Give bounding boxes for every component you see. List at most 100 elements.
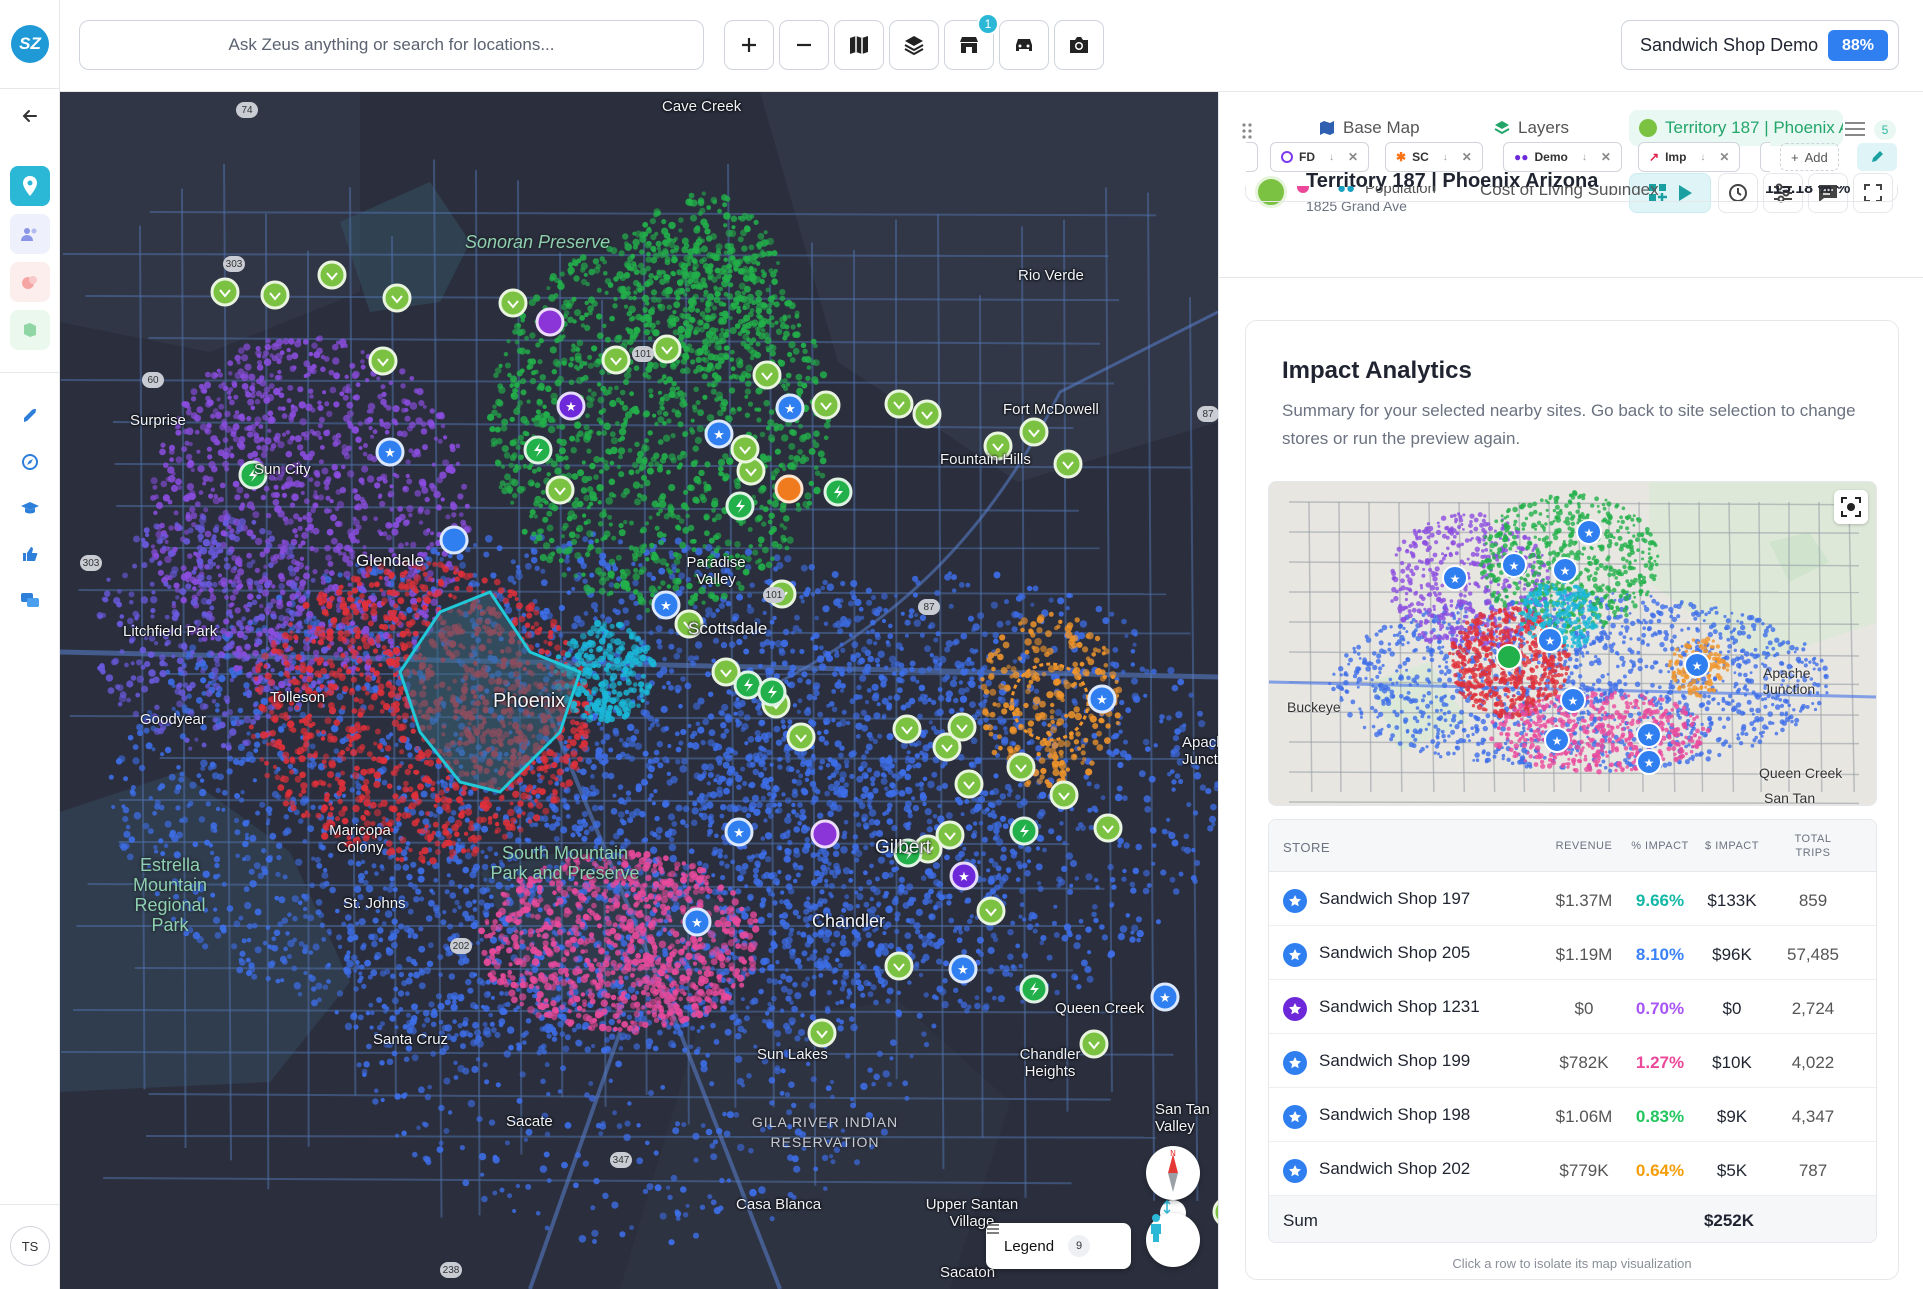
tab-layers[interactable]: Layers bbox=[1494, 110, 1569, 146]
list-icon[interactable] bbox=[1844, 120, 1866, 138]
place-label: Gilbert bbox=[875, 837, 931, 858]
sidebar-item-launch[interactable] bbox=[10, 396, 50, 436]
graduation-cap-icon bbox=[21, 502, 39, 514]
close-icon[interactable]: ✕ bbox=[1348, 150, 1359, 164]
fullscreen-button[interactable] bbox=[1853, 173, 1893, 213]
run-preview-button[interactable] bbox=[1629, 173, 1711, 213]
impact-table: Store Revenue % Impact $ Impact Total Tr… bbox=[1268, 819, 1877, 1243]
rail-divider bbox=[0, 1204, 60, 1205]
revenue-cell: $1.37M bbox=[1555, 891, 1613, 910]
settings-button[interactable] bbox=[1763, 173, 1803, 213]
top-bar: 1 Sandwich Shop Demo 88% bbox=[60, 0, 1923, 92]
chip-overflow-left[interactable] bbox=[1246, 142, 1258, 172]
table-row[interactable]: Sandwich Shop 1231 $0 0.70% $0 2,724 bbox=[1269, 980, 1876, 1034]
chip-demo[interactable]: ●● Demo ↓ ✕ bbox=[1503, 142, 1622, 172]
chip-sc[interactable]: ✱ SC ↓ ✕ bbox=[1385, 142, 1483, 172]
street-view-button[interactable] bbox=[1146, 1213, 1200, 1267]
table-row[interactable]: Sandwich Shop 198 $1.06M 0.83% $9K 4,347 bbox=[1269, 1088, 1876, 1142]
sidebar-item-chat[interactable] bbox=[10, 580, 50, 620]
place-label: Apache Junction bbox=[1182, 734, 1218, 768]
metric-row-partial: ●● Population Cost of Living Subindex 11… bbox=[1245, 186, 1898, 202]
map-icon bbox=[850, 36, 868, 54]
route-shield: 202 bbox=[450, 938, 472, 954]
drag-handle-icon[interactable] bbox=[1241, 122, 1253, 140]
close-icon[interactable]: ✕ bbox=[1600, 150, 1611, 164]
place-label: Chandler Heights bbox=[1019, 1046, 1081, 1080]
zoom-out-button[interactable] bbox=[779, 20, 829, 70]
store-name: Sandwich Shop 205 bbox=[1319, 943, 1471, 962]
table-row[interactable]: Sandwich Shop 199 $782K 1.27% $10K 4,022 bbox=[1269, 1034, 1876, 1088]
compass-button[interactable]: N bbox=[1146, 1146, 1200, 1200]
app-logo[interactable]: SZ bbox=[11, 25, 49, 63]
pct-impact-cell: 0.64% bbox=[1635, 1161, 1685, 1180]
users-icon bbox=[21, 228, 37, 241]
store-name: Sandwich Shop 199 bbox=[1319, 1051, 1471, 1070]
place-label: Sun Lakes bbox=[757, 1046, 828, 1063]
revenue-cell: $1.19M bbox=[1555, 945, 1613, 964]
close-icon[interactable]: ✕ bbox=[1461, 150, 1472, 164]
trips-cell: 57,485 bbox=[1787, 945, 1839, 964]
dollar-impact-cell: $10K bbox=[1712, 1053, 1752, 1072]
rail-divider bbox=[0, 372, 60, 373]
screenshot-button[interactable] bbox=[1054, 20, 1104, 70]
pin-icon[interactable]: ↓ bbox=[1329, 151, 1334, 163]
chip-overflow-right[interactable] bbox=[1760, 142, 1770, 172]
minus-icon bbox=[797, 43, 811, 47]
sidebar-item-feedback[interactable] bbox=[10, 534, 50, 574]
pin-icon[interactable]: ↓ bbox=[1700, 151, 1706, 163]
place-label: Surprise bbox=[130, 412, 186, 429]
zoom-in-button[interactable] bbox=[724, 20, 774, 70]
table-row[interactable]: Sandwich Shop 205 $1.19M 8.10% $96K 57,485 bbox=[1269, 926, 1876, 980]
mini-place-label: San Tan bbox=[1764, 790, 1816, 806]
trips-cell: 2,724 bbox=[1791, 999, 1835, 1018]
legend-button[interactable]: Legend 9 bbox=[986, 1223, 1131, 1269]
sidebar-item-explore[interactable] bbox=[10, 442, 50, 482]
sidebar-item-demographics[interactable] bbox=[10, 214, 50, 254]
comments-button[interactable] bbox=[1808, 173, 1848, 213]
map-canvas[interactable]: ★ ★ ★ ★ ★ ★ ★ ★ ★ ★ ★ Sonoran Preserve Estrella Mo… bbox=[60, 92, 1218, 1289]
trips-cell: 4,347 bbox=[1791, 1107, 1835, 1126]
tab-label: Layers bbox=[1518, 118, 1570, 137]
sidebar-item-learn[interactable] bbox=[10, 488, 50, 528]
compass-icon bbox=[22, 454, 38, 470]
sidebar-item-heatmap[interactable] bbox=[10, 262, 50, 302]
route-shield: 101 bbox=[763, 587, 785, 603]
tab-base-map[interactable]: Base Map bbox=[1319, 110, 1420, 146]
chip-fd[interactable]: FD ↓ ✕ bbox=[1270, 142, 1370, 172]
territory-dot-icon bbox=[1639, 119, 1657, 137]
revenue-cell: $0 bbox=[1574, 999, 1594, 1018]
place-label: Glendale bbox=[356, 551, 425, 570]
collapse-button[interactable] bbox=[10, 96, 50, 136]
expand-icon bbox=[1864, 184, 1882, 202]
user-avatar[interactable]: TS bbox=[10, 1226, 50, 1266]
sidebar-item-territories[interactable] bbox=[10, 310, 50, 350]
pin-icon[interactable]: ↓ bbox=[1581, 151, 1587, 163]
stores-button[interactable]: 1 bbox=[944, 13, 999, 70]
legend-count: 9 bbox=[1068, 1235, 1091, 1257]
project-selector[interactable]: Sandwich Shop Demo 88% bbox=[1621, 20, 1899, 70]
mini-map-focus-button[interactable] bbox=[1834, 490, 1868, 524]
traffic-button[interactable] bbox=[999, 20, 1049, 70]
close-icon[interactable]: ✕ bbox=[1719, 150, 1730, 164]
chip-label: FD bbox=[1299, 150, 1315, 164]
search-input[interactable] bbox=[79, 20, 704, 70]
add-filter-button[interactable]: + Add bbox=[1780, 143, 1839, 171]
store-star-icon bbox=[1283, 1105, 1307, 1129]
chip-imp[interactable]: ↗ Imp ↓ ✕ bbox=[1638, 142, 1741, 172]
place-label: Santa Cruz bbox=[373, 1031, 449, 1048]
layers-button[interactable] bbox=[889, 20, 939, 70]
base-map-button[interactable] bbox=[834, 20, 884, 70]
dollar-impact-cell: $9K bbox=[1716, 1107, 1748, 1126]
route-shield: 303 bbox=[223, 256, 245, 272]
edit-filters-button[interactable] bbox=[1857, 143, 1897, 171]
table-row[interactable]: Sandwich Shop 202 $779K 0.64% $5K 787 bbox=[1269, 1142, 1876, 1196]
place-label: Tolleson bbox=[270, 689, 326, 706]
map-icon bbox=[1320, 121, 1334, 135]
impact-mini-map[interactable]: ★ ★ ★ ★ ★ ★ ★ ★ ★ ★ Buckeye Apache Junction Queen… bbox=[1268, 481, 1877, 806]
tab-territory[interactable]: Territory 187 | Phoenix Arizona bbox=[1629, 110, 1843, 146]
pin-icon[interactable]: ↓ bbox=[1442, 151, 1448, 163]
table-row[interactable]: Sandwich Shop 197 $1.37M 9.66% $133K 859 bbox=[1269, 872, 1876, 926]
place-label: Sun City bbox=[254, 461, 311, 478]
history-button[interactable] bbox=[1718, 173, 1758, 213]
sidebar-item-locations[interactable] bbox=[10, 166, 50, 206]
